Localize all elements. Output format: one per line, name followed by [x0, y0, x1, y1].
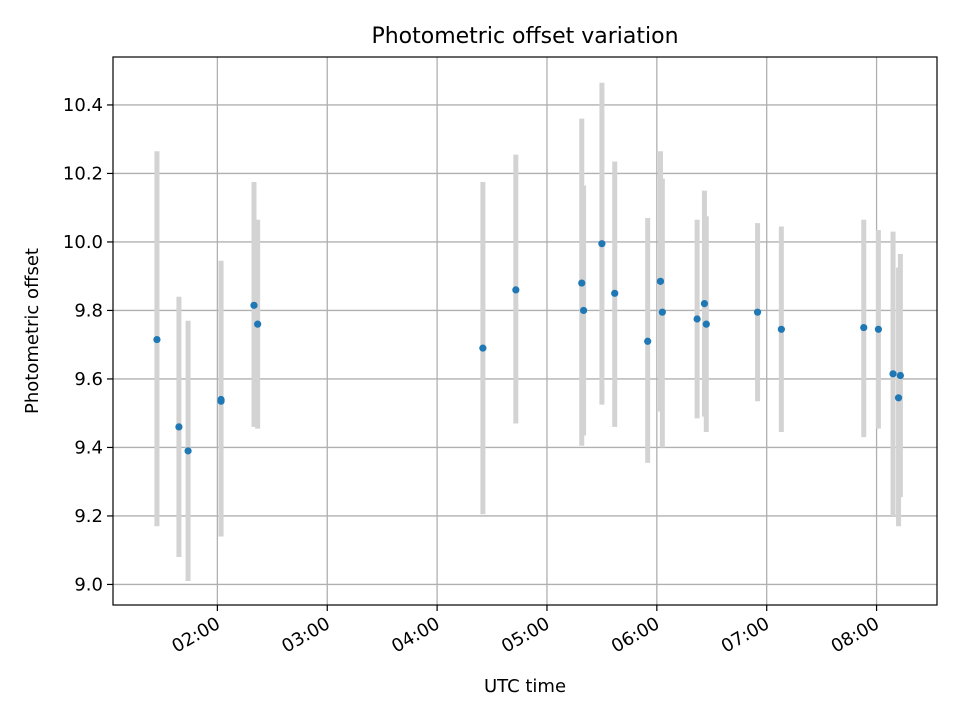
data-points [153, 240, 904, 455]
data-point [254, 320, 262, 328]
x-axis-label: UTC time [484, 676, 566, 697]
y-tick-label: 9.4 [74, 437, 103, 458]
data-point [658, 308, 666, 316]
data-point [153, 335, 161, 344]
data-point [512, 286, 520, 294]
data-point [656, 277, 665, 285]
data-point [777, 325, 785, 333]
data-point [700, 300, 709, 308]
data-point [175, 423, 183, 431]
data-point [896, 371, 904, 380]
data-point [217, 397, 225, 405]
plot-frame [112, 56, 938, 606]
y-tick-label: 10.2 [63, 163, 103, 184]
data-point [250, 301, 258, 309]
y-tick-label: 10.0 [63, 232, 103, 253]
chart-title: Photometric offset variation [371, 24, 678, 49]
y-tick-label: 10.4 [63, 95, 103, 116]
data-point [598, 240, 606, 248]
y-tick-label: 9.2 [74, 506, 103, 527]
data-point [479, 344, 487, 352]
data-point [889, 370, 897, 378]
data-point [644, 337, 652, 345]
data-point [860, 323, 868, 332]
data-point [702, 320, 710, 328]
data-point [184, 447, 192, 455]
y-axis-label: Photometric offset [22, 248, 43, 414]
data-point [894, 394, 903, 402]
data-point [579, 306, 588, 315]
data-point [874, 325, 883, 333]
data-point [753, 308, 762, 316]
data-point [693, 315, 701, 323]
data-point [611, 289, 619, 297]
y-tick-label: 9.0 [74, 574, 103, 595]
y-tick-label: 9.6 [74, 369, 103, 390]
y-tick-label: 9.8 [74, 300, 103, 321]
grid-lines [113, 57, 937, 605]
y-axis-ticks: 9.0 9.2 9.4 9.6 9.8 10.0 10.2 10.4 [63, 95, 113, 595]
data-point [578, 279, 586, 287]
